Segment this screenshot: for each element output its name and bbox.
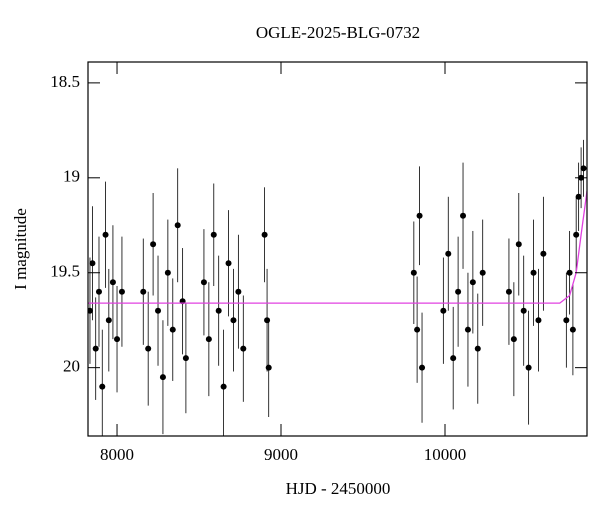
data-point [105, 317, 112, 324]
data-point [460, 212, 467, 219]
data-point [450, 355, 457, 362]
data-point [225, 260, 232, 267]
data-point [530, 269, 537, 276]
data-point [569, 326, 576, 333]
data-point [220, 383, 227, 390]
data-point [235, 288, 242, 295]
data-point [174, 222, 181, 229]
data-point [573, 231, 580, 238]
data-point [414, 326, 421, 333]
data-point [416, 212, 423, 219]
x-tick-label: 9000 [264, 445, 298, 464]
data-point [445, 250, 452, 257]
data-point [114, 336, 121, 343]
data-point [182, 355, 189, 362]
data-point [479, 269, 486, 276]
data-point [563, 317, 570, 324]
data-point [540, 250, 547, 257]
data-point [150, 241, 157, 248]
data-point [210, 231, 217, 238]
data-point [95, 288, 102, 295]
data-point [200, 279, 207, 286]
data-point [89, 260, 96, 267]
data-point [505, 288, 512, 295]
data-point [159, 374, 166, 381]
data-point [469, 279, 476, 286]
data-point [474, 345, 481, 352]
data-point [205, 336, 212, 343]
data-point [419, 364, 426, 371]
data-point [515, 241, 522, 248]
data-point [261, 231, 268, 238]
data-point [169, 326, 176, 333]
plot-area [88, 139, 587, 436]
data-point [140, 288, 147, 295]
data-point [520, 307, 527, 314]
data-point [464, 326, 471, 333]
data-point [155, 307, 162, 314]
data-point [575, 193, 582, 200]
data-point [88, 307, 93, 314]
data-point [566, 269, 573, 276]
data-point [525, 364, 532, 371]
data-point [215, 307, 222, 314]
model-curve [88, 191, 587, 304]
data-point [510, 336, 517, 343]
data-point [264, 317, 271, 324]
data-point [230, 317, 237, 324]
chart-title: OGLE-2025-BLG-0732 [256, 23, 420, 42]
data-point [265, 364, 272, 371]
data-point [109, 279, 116, 286]
data-point [145, 345, 152, 352]
plot-frame [87, 61, 588, 437]
data-point [580, 165, 587, 172]
data-point [455, 288, 462, 295]
data-point [164, 269, 171, 276]
y-tick-label: 20 [63, 357, 80, 376]
data-point [92, 345, 99, 352]
data-point [535, 317, 542, 324]
x-tick-label: 8000 [100, 445, 134, 464]
y-tick-label: 19 [63, 167, 80, 186]
data-point [118, 288, 125, 295]
data-point [240, 345, 247, 352]
data-point [440, 307, 447, 314]
x-tick-label: 10000 [424, 445, 467, 464]
data-point [99, 383, 106, 390]
data-point [102, 231, 109, 238]
y-tick-label: 19.5 [50, 262, 80, 281]
x-axis-label: HJD - 2450000 [286, 479, 391, 498]
data-point [410, 269, 417, 276]
y-tick-label: 18.5 [50, 72, 80, 91]
y-axis-label: I magnitude [11, 208, 30, 290]
